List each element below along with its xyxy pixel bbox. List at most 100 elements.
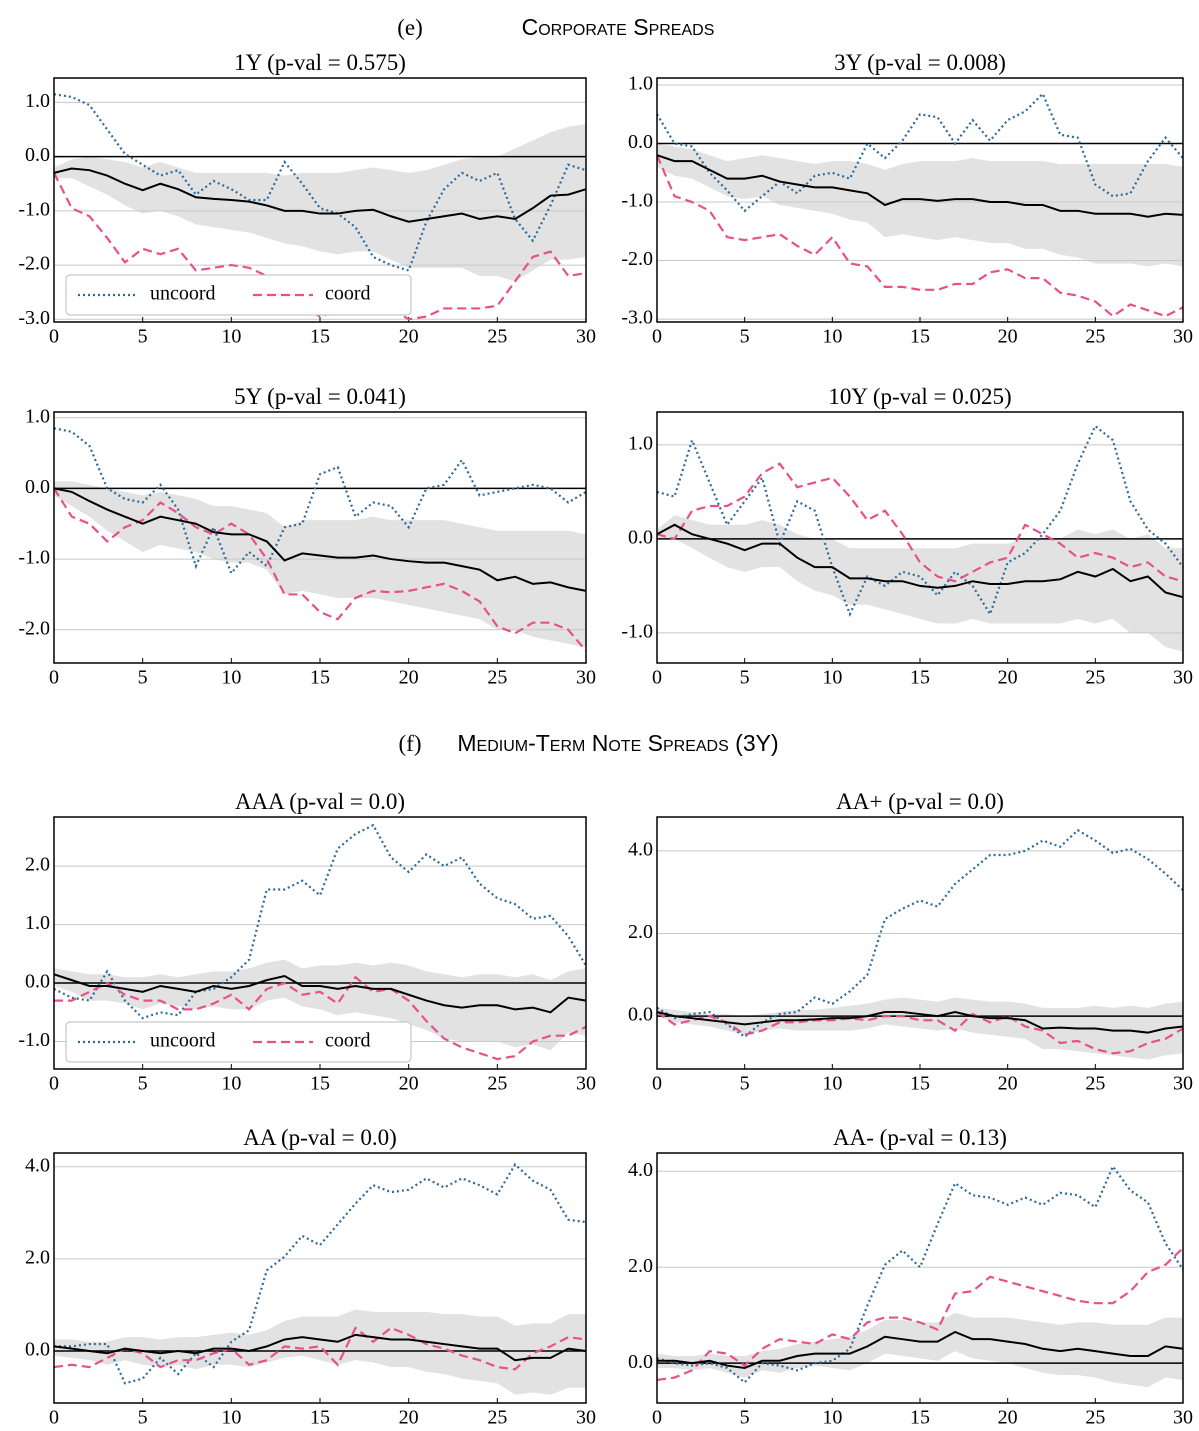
series-line [656, 154, 1184, 218]
plot-frame [53, 77, 587, 323]
y-tick-label: 0.0 [628, 527, 653, 549]
x-tick-label: 30 [1173, 326, 1193, 348]
x-tick-label: 25 [487, 326, 507, 348]
series-line [53, 973, 587, 1014]
y-tick-label: -2.0 [18, 253, 50, 275]
panel: 1.0 0.0 -1.0 -2.0 -3.00 5 10 15 20 25 30 3Y (p-val … [621, 50, 1193, 348]
x-tick-label: 20 [998, 1407, 1018, 1429]
panel-title: 5Y (p-val = 0.041) [234, 384, 406, 409]
series-line [656, 828, 1184, 1039]
series-line [54, 1162, 587, 1385]
y-tick-label: 0.0 [628, 131, 653, 153]
x-tick-label: 30 [576, 667, 596, 689]
panel-title: AA+ (p-val = 0.0) [836, 789, 1004, 814]
y-tick-label: 4.0 [25, 1154, 50, 1176]
x-tick-label: 20 [998, 667, 1018, 689]
y-tick-label: 2.0 [25, 854, 50, 876]
panel-title: 10Y (p-val = 0.025) [828, 384, 1011, 409]
panel: 4.0 2.0 0.0 0 5 10 15 20 25 30 AA+ (p-val = 0.0) [628, 789, 1193, 1095]
confidence-band [657, 1312, 1183, 1388]
y-tick-label: -1.0 [621, 190, 653, 212]
legend-label: uncoord [150, 1030, 216, 1052]
x-tick-label: 5 [138, 326, 148, 348]
x-tick-label: 25 [1085, 667, 1105, 689]
y-tick-label: -1.0 [621, 621, 653, 643]
confidence-band [657, 143, 1183, 267]
panel: 4.0 2.0 0.0 0 5 10 15 20 25 30 AA (p-val = 0.0) [25, 1125, 596, 1429]
y-tick-label: 1.0 [25, 405, 50, 427]
panel-title: AA- (p-val = 0.13) [833, 1125, 1007, 1150]
y-tick-label: -3.0 [621, 307, 653, 329]
confidence-band [657, 515, 1183, 652]
y-tick-label: 4.0 [628, 838, 653, 860]
x-tick-label: 0 [652, 667, 662, 689]
series-line [655, 154, 1184, 318]
panel-title: 1Y (p-val = 0.575) [234, 50, 406, 75]
x-tick-label: 10 [221, 667, 241, 689]
panel-title: 3Y (p-val = 0.008) [834, 50, 1006, 75]
x-tick-label: 15 [310, 667, 330, 689]
x-tick-label: 5 [740, 1407, 750, 1429]
plot-frame [656, 1152, 1184, 1404]
plot-frame [53, 411, 587, 664]
y-tick-label: 0.0 [628, 1351, 653, 1373]
x-tick-label: 30 [576, 326, 596, 348]
x-tick-label: 15 [910, 1407, 930, 1429]
series-line [656, 91, 1184, 213]
confidence-band [54, 1309, 586, 1395]
x-tick-label: 10 [822, 667, 842, 689]
section-title: Medium-Term Note Spreads (3Y) [457, 730, 778, 756]
plot-frame [656, 77, 1184, 323]
section-label: (f) [399, 731, 422, 756]
series-line [656, 462, 1184, 583]
y-tick-label: 2.0 [25, 1246, 50, 1268]
confidence-band [54, 481, 586, 648]
y-tick-label: 0.0 [628, 1004, 653, 1026]
x-tick-label: 25 [487, 1407, 507, 1429]
plot-frame [656, 816, 1184, 1070]
legend: uncoord coord [65, 274, 412, 316]
y-tick-label: -2.0 [621, 248, 653, 270]
panel: 1.0 0.0 -1.0 -2.0 -3.00 5 10 15 20 25 30 1Y (p-val … [18, 50, 596, 348]
series-line [53, 487, 587, 652]
x-tick-label: 30 [1173, 1073, 1193, 1095]
x-tick-label: 5 [740, 667, 750, 689]
x-tick-label: 10 [221, 1407, 241, 1429]
y-tick-label: -1.0 [18, 198, 50, 220]
x-tick-label: 30 [576, 1073, 596, 1095]
y-tick-label: 0.0 [25, 144, 50, 166]
y-tick-label: 1.0 [628, 432, 653, 454]
panel-title: AAA (p-val = 0.0) [235, 789, 405, 814]
y-tick-label: 2.0 [628, 921, 653, 943]
legend-label: uncoord [150, 283, 216, 305]
panel: 1.0 0.0 -1.0 -2.0 0 5 10 15 20 25 30 5Y (p-val = 0.… [18, 384, 596, 689]
series-line [54, 975, 587, 1061]
confidence-band [54, 124, 586, 282]
x-tick-label: 20 [399, 326, 419, 348]
y-tick-label: 2.0 [628, 1255, 653, 1277]
y-tick-label: -2.0 [18, 617, 50, 639]
x-tick-label: 15 [310, 1073, 330, 1095]
plot-frame [53, 1152, 587, 1404]
series-line [53, 427, 587, 576]
x-tick-label: 10 [221, 1073, 241, 1095]
y-tick-label: 1.0 [628, 73, 653, 95]
series-line [656, 1247, 1184, 1382]
y-tick-label: -1.0 [18, 547, 50, 569]
legend: uncoord coord [65, 1021, 412, 1063]
x-tick-label: 5 [138, 1073, 148, 1095]
plot-frame [53, 816, 587, 1070]
legend-label: coord [325, 283, 371, 305]
legend-frame [65, 1021, 412, 1063]
x-tick-label: 5 [138, 1407, 148, 1429]
series-line [53, 167, 587, 223]
x-tick-label: 25 [1085, 1073, 1105, 1095]
x-tick-label: 0 [49, 667, 59, 689]
x-tick-label: 15 [910, 667, 930, 689]
plot-frame [656, 411, 1184, 664]
x-tick-label: 0 [49, 1073, 59, 1095]
x-tick-label: 0 [49, 326, 59, 348]
x-tick-label: 10 [822, 326, 842, 348]
series-line [53, 487, 587, 592]
